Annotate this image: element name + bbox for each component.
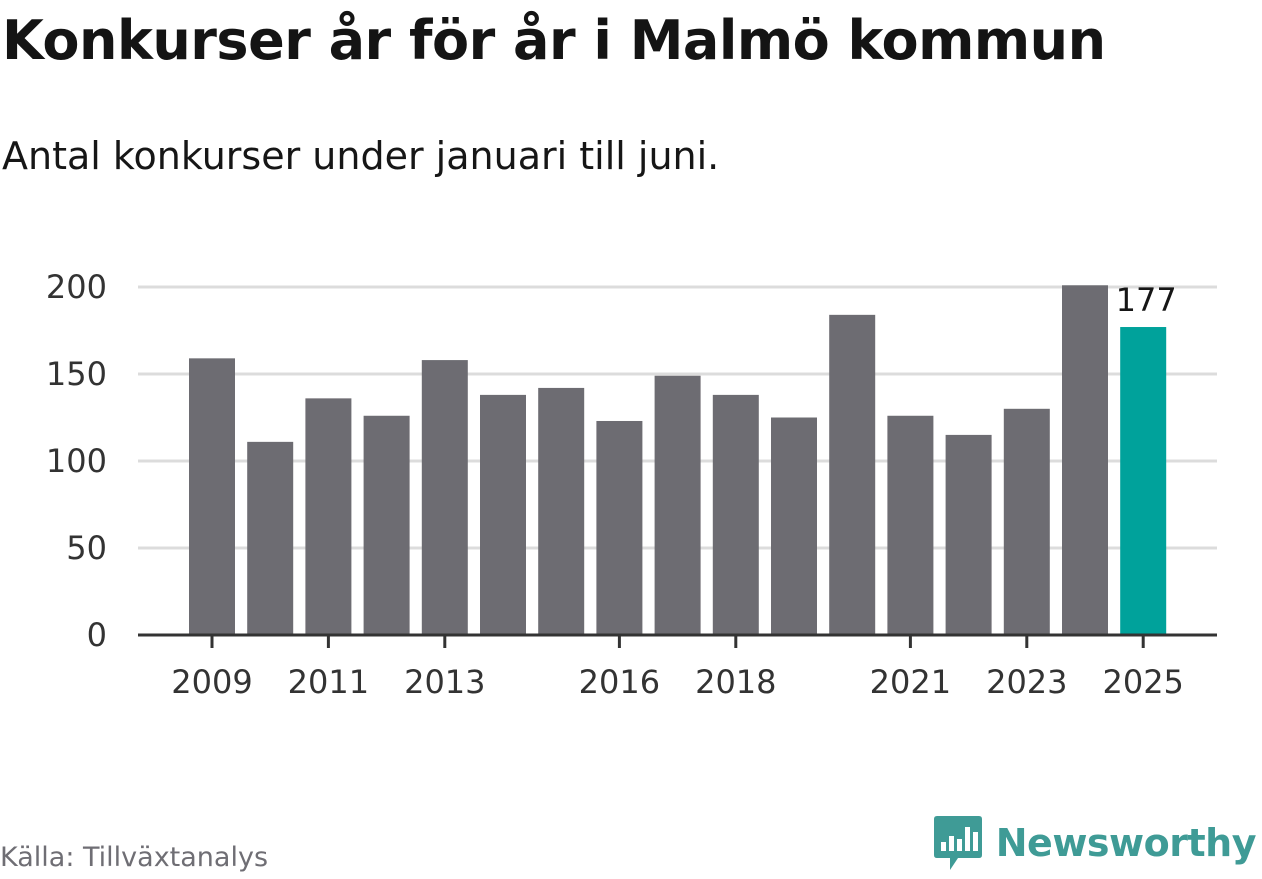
- source-note: Källa: Tillväxtanalys: [0, 842, 269, 873]
- bar: [1062, 285, 1108, 635]
- y-tick-label: 150: [46, 355, 107, 393]
- bar: [538, 387, 585, 635]
- brand-logo: Newsworthy: [932, 813, 1257, 873]
- bar: [596, 420, 643, 635]
- y-tick-label: 200: [46, 268, 107, 306]
- y-tick-label: 50: [66, 529, 107, 567]
- bar: [712, 394, 759, 635]
- bars: [189, 285, 1167, 635]
- labels: 0 50 100 150 200 2009 2011 2013 2016 2018 2021 2023…: [46, 268, 1184, 701]
- x-tick-label: 2021: [870, 663, 951, 701]
- x-tick-label: 2013: [404, 663, 485, 701]
- bar: [945, 434, 992, 635]
- data-label: 177: [1116, 281, 1177, 319]
- x-tick-label: 2016: [579, 663, 660, 701]
- bar: [1003, 408, 1050, 635]
- bar: [305, 398, 352, 635]
- chart-title: Konkurser år för år i Malmö kommun: [2, 9, 1106, 72]
- x-tick-label: 2023: [986, 663, 1067, 701]
- bar: [189, 358, 235, 635]
- chart-subtitle: Antal konkurser under januari till juni.: [2, 134, 720, 178]
- y-tick-label: 0: [87, 616, 107, 654]
- bar: [247, 441, 294, 635]
- x-tick-label: 2009: [171, 663, 252, 701]
- x-tick-label: 2018: [695, 663, 776, 701]
- bar: [829, 314, 876, 635]
- bar: [421, 360, 468, 635]
- bar: [654, 375, 701, 635]
- y-tick-label: 100: [46, 442, 107, 480]
- axes: [138, 633, 1217, 648]
- bar: [1120, 327, 1167, 635]
- x-tick-label: 2025: [1102, 663, 1183, 701]
- bar: [480, 394, 526, 635]
- brand-name: Newsworthy: [995, 821, 1257, 865]
- x-tick-label: 2011: [288, 663, 369, 701]
- bar: [771, 417, 817, 635]
- newsworthy-logo-icon: [933, 816, 982, 870]
- bar: [887, 415, 934, 635]
- bar: [363, 415, 410, 635]
